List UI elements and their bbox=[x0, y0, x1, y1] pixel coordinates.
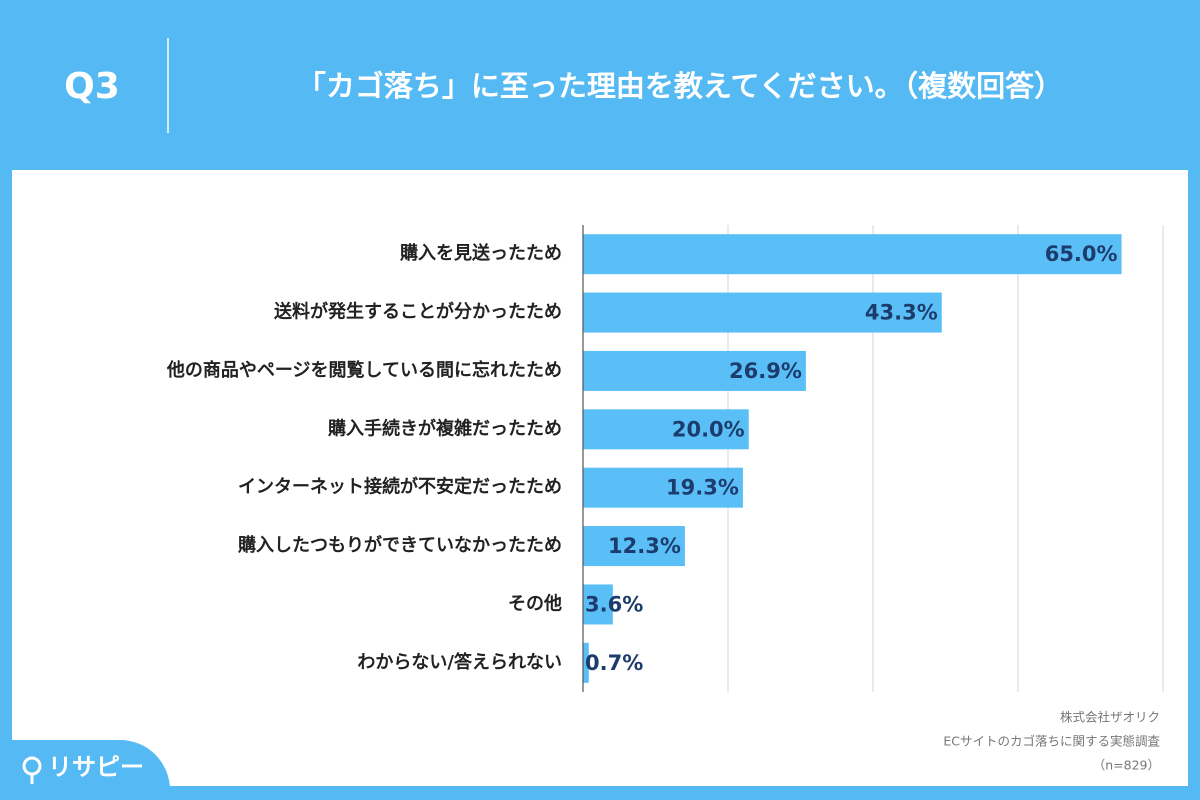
value-label: 19.3% bbox=[666, 476, 739, 500]
value-label: 0.7% bbox=[585, 651, 643, 675]
bar bbox=[583, 467, 743, 508]
logo-badge bbox=[0, 740, 170, 800]
category-label: インターネット接続が不安定だったため bbox=[238, 476, 562, 498]
value-label: 43.3% bbox=[865, 301, 938, 325]
category-label: わからない/答えられない bbox=[357, 651, 562, 673]
category-label: その他 bbox=[508, 592, 562, 614]
bar bbox=[583, 409, 749, 450]
bar bbox=[583, 292, 942, 333]
source-note: ECサイトのカゴ落ちに関する実態調査 bbox=[943, 734, 1160, 749]
category-label: 購入手続きが複雑だったため bbox=[327, 417, 562, 439]
bar bbox=[583, 526, 685, 567]
value-label: 20.0% bbox=[672, 417, 745, 441]
bar bbox=[583, 642, 589, 683]
category-label: 送料が発生することが分かったため bbox=[273, 301, 562, 323]
source-note: 株式会社ザオリク bbox=[1060, 710, 1160, 725]
bar bbox=[583, 350, 806, 391]
category-label: 購入したつもりができていなかったため bbox=[237, 534, 562, 556]
chart-title: 「カゴ落ち」に至った理由を教えてください。（複数回答） bbox=[297, 69, 1063, 103]
value-label: 26.9% bbox=[729, 359, 802, 383]
logo-text: リサピー bbox=[48, 753, 144, 781]
value-label: 65.0% bbox=[1045, 242, 1118, 266]
category-label: 購入を見送ったため bbox=[399, 242, 562, 264]
value-label: 3.6% bbox=[585, 592, 643, 616]
question-number: Q3 bbox=[64, 66, 120, 107]
logo-icon bbox=[22, 756, 42, 784]
value-label: 12.3% bbox=[608, 534, 681, 558]
source-note: （n=829） bbox=[1093, 758, 1160, 773]
category-label: 他の商品やページを閲覧している間に忘れたため bbox=[166, 359, 562, 381]
bar bbox=[583, 234, 1122, 275]
bar bbox=[583, 584, 613, 625]
